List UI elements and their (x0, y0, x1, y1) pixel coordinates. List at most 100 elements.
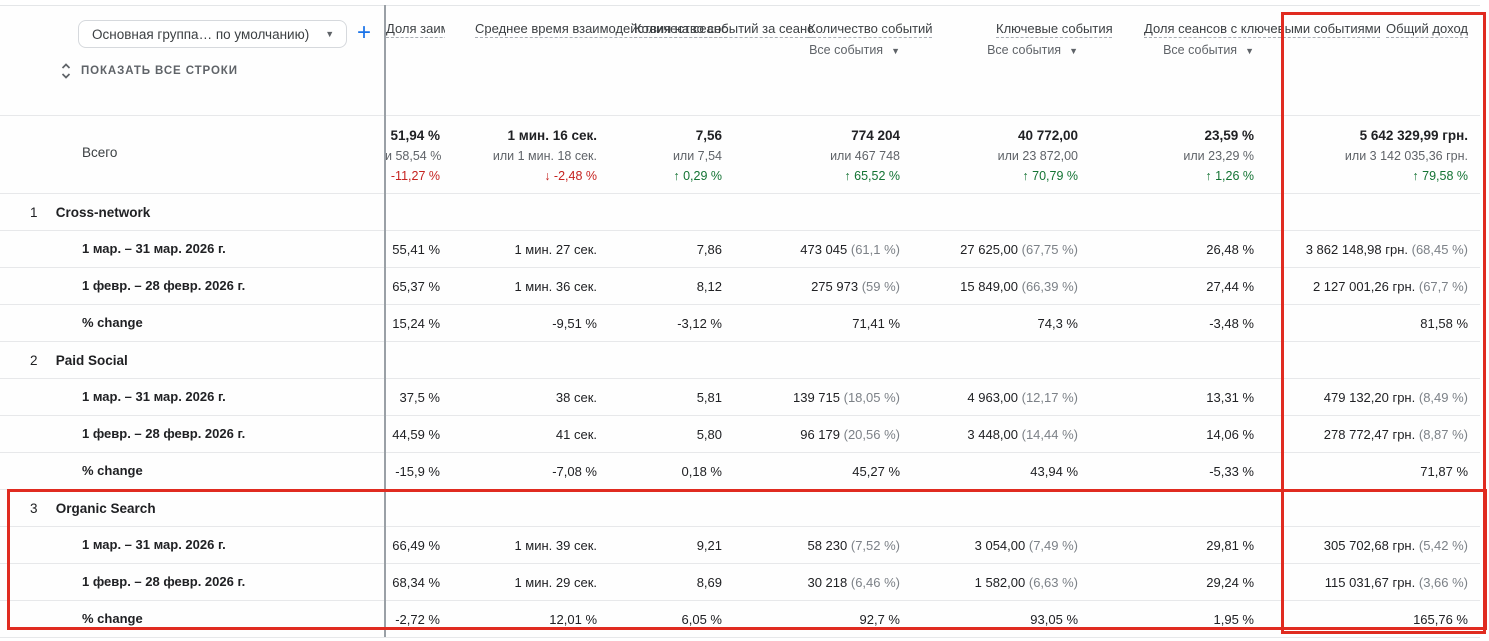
cell: -15,9 % (385, 464, 445, 479)
cell: 3 862 148,98 грн. (68,45 %) (1262, 242, 1480, 257)
event-filter-label: Все события (809, 43, 884, 57)
channel-name: Paid Social (55, 352, 128, 368)
cell-main: 15,24 % (392, 315, 440, 331)
show-all-rows-button[interactable]: ПОКАЗАТЬ ВСЕ СТРОКИ (60, 63, 238, 79)
cell-main: 37,5 % (399, 389, 440, 405)
cell-main: 3 054,00 (974, 537, 1026, 553)
totals-value: 1 мин. 16 сек. (507, 128, 598, 143)
cell-main: 5,80 (696, 426, 722, 442)
cell-main: 7,86 (696, 241, 722, 257)
totals-cell: 5 642 329,99 грн. или 3 142 035,36 грн. … (1262, 116, 1480, 193)
cell-main: -5,33 % (1209, 463, 1254, 479)
cell-main: 1 582,00 (974, 574, 1026, 590)
cell: 1 мин. 29 сек. (445, 575, 605, 590)
cell: 1 мин. 27 сек. (445, 242, 605, 257)
totals-value: 5 642 329,99 грн. (1359, 128, 1468, 143)
column-header-avg-engagement-time[interactable]: Среднее время взаимодействия на сеанс (445, 6, 728, 38)
cell-main: 71,87 % (1420, 463, 1468, 479)
event-filter-dropdown[interactable]: Все события ▼ (730, 41, 900, 61)
cell-main: 41 сек. (555, 426, 597, 442)
column-header-total-revenue[interactable]: Общий доход (1262, 6, 1480, 38)
cell: 45,27 % (730, 464, 908, 479)
column-header-key-events[interactable]: Ключевые события Все события ▼ (908, 6, 1113, 61)
table-row: % change 15,24 % -9,51 % -3,12 % 71,41 %… (0, 305, 1480, 342)
row-left: 1 февр. – 28 февр. 2026 г. (0, 277, 385, 295)
add-dimension-button[interactable]: + (350, 19, 378, 47)
table-row: % change -15,9 % -7,08 % 0,18 % 45,27 % … (0, 453, 1480, 490)
row-left: % change (0, 462, 385, 480)
totals-value: 40 772,00 (1017, 128, 1078, 143)
row-label: 1 мар. – 31 мар. 2026 г. (82, 389, 226, 404)
column-title[interactable]: Количество событий (808, 21, 933, 36)
row-label: 1 мар. – 31 мар. 2026 г. (82, 241, 226, 256)
totals-change: ↑ 79,58 % (1412, 169, 1468, 183)
column-title[interactable]: Ключевые события (996, 21, 1113, 36)
frozen-pane-divider[interactable] (384, 5, 386, 637)
channel-group-row: 1 Cross-network (0, 194, 1480, 231)
cell: 6,05 % (605, 612, 730, 627)
totals-comparison: или 23 872,00 (997, 149, 1078, 163)
cell: 26,48 % (1086, 242, 1262, 257)
cell-main: 1 мин. 27 сек. (514, 241, 597, 257)
column-title[interactable]: Доля сеансов с ключевыми событиями (1144, 21, 1381, 36)
cell-pct: (5,42 %) (1418, 537, 1468, 553)
cell-main: 1,95 % (1213, 611, 1254, 627)
totals-value: 51,94 % (390, 128, 440, 143)
cell: 165,76 % (1262, 612, 1480, 627)
totals-cell: 40 772,00 или 23 872,00 ↑ 70,79 % (908, 116, 1086, 193)
cell-main: 1 мин. 39 сек. (514, 537, 597, 553)
chevron-down-icon: ▼ (325, 29, 335, 39)
row-number: 1 (30, 204, 38, 220)
cell-main: 9,21 (696, 537, 722, 553)
cell-main: -15,9 % (395, 463, 440, 479)
cell: 65,37 % (385, 279, 445, 294)
channel-name: Cross-network (55, 204, 151, 220)
column-title[interactable]: Количество событий за сеанс (634, 21, 814, 36)
column-header-engagement-rate[interactable]: Доля заимод. (385, 6, 445, 38)
table-row: 1 мар. – 31 мар. 2026 г. 55,41 % 1 мин. … (0, 231, 1480, 268)
row-left: 1 мар. – 31 мар. 2026 г. (0, 536, 385, 554)
cell-pct: (61,1 %) (850, 241, 900, 257)
column-title[interactable]: Среднее время взаимодействия на сеанс (475, 21, 728, 36)
cell-main: 6,05 % (681, 611, 722, 627)
column-header-events-per-session[interactable]: Количество событий за сеанс (605, 6, 814, 38)
column-title[interactable]: Доля заимод. (386, 21, 445, 36)
cell-pct: (67,7 %) (1418, 278, 1468, 294)
dimension-dropdown-label: Основная группа… по умолчанию) (92, 26, 310, 42)
cell-main: -3,48 % (1209, 315, 1254, 331)
event-filter-dropdown[interactable]: Все события ▼ (1086, 41, 1254, 61)
cell-main: 58 230 (807, 537, 848, 553)
cell: 96 179 (20,56 %) (730, 427, 908, 442)
cell: 93,05 % (908, 612, 1086, 627)
totals-change: -11,27 % (390, 169, 440, 183)
column-title[interactable]: Общий доход (1386, 21, 1468, 36)
cell: 8,69 (605, 575, 730, 590)
event-filter-dropdown[interactable]: Все события ▼ (908, 41, 1078, 61)
row-label: % change (82, 611, 143, 626)
cell-pct: (68,45 %) (1411, 241, 1468, 257)
cell-main: -9,51 % (552, 315, 597, 331)
table-body: 1 Cross-network 1 мар. – 31 мар. 2026 г.… (0, 194, 1480, 638)
cell: 44,59 % (385, 427, 445, 442)
cell: -9,51 % (445, 316, 605, 331)
cell-main: 278 772,47 грн. (1323, 426, 1416, 442)
totals-change: ↑ 0,29 % (673, 169, 722, 183)
cell: 115 031,67 грн. (3,66 %) (1262, 575, 1480, 590)
cell-main: 1 мин. 36 сек. (514, 278, 597, 294)
column-header-session-key-event-rate[interactable]: Доля сеансов с ключевыми событиями Все с… (1086, 6, 1381, 61)
cell: 71,87 % (1262, 464, 1480, 479)
cell: 27 625,00 (67,75 %) (908, 242, 1086, 257)
cell-main: 4 963,00 (967, 389, 1018, 405)
cell: 58 230 (7,52 %) (730, 538, 908, 553)
row-label: 1 февр. – 28 февр. 2026 г. (82, 278, 246, 293)
cell: 5,81 (605, 390, 730, 405)
column-header-event-count[interactable]: Количество событий Все события ▼ (730, 6, 933, 61)
channel-name: Organic Search (55, 500, 156, 516)
dimension-dropdown[interactable]: Основная группа… по умолчанию) ▼ (78, 20, 348, 48)
row-left: 1 февр. – 28 февр. 2026 г. (0, 425, 385, 443)
cell: 473 045 (61,1 %) (730, 242, 908, 257)
cell: 12,01 % (445, 612, 605, 627)
cell-main: 479 132,20 грн. (1323, 389, 1416, 405)
cell-main: 165,76 % (1413, 611, 1468, 627)
cell-pct: (7,49 %) (1028, 537, 1078, 553)
